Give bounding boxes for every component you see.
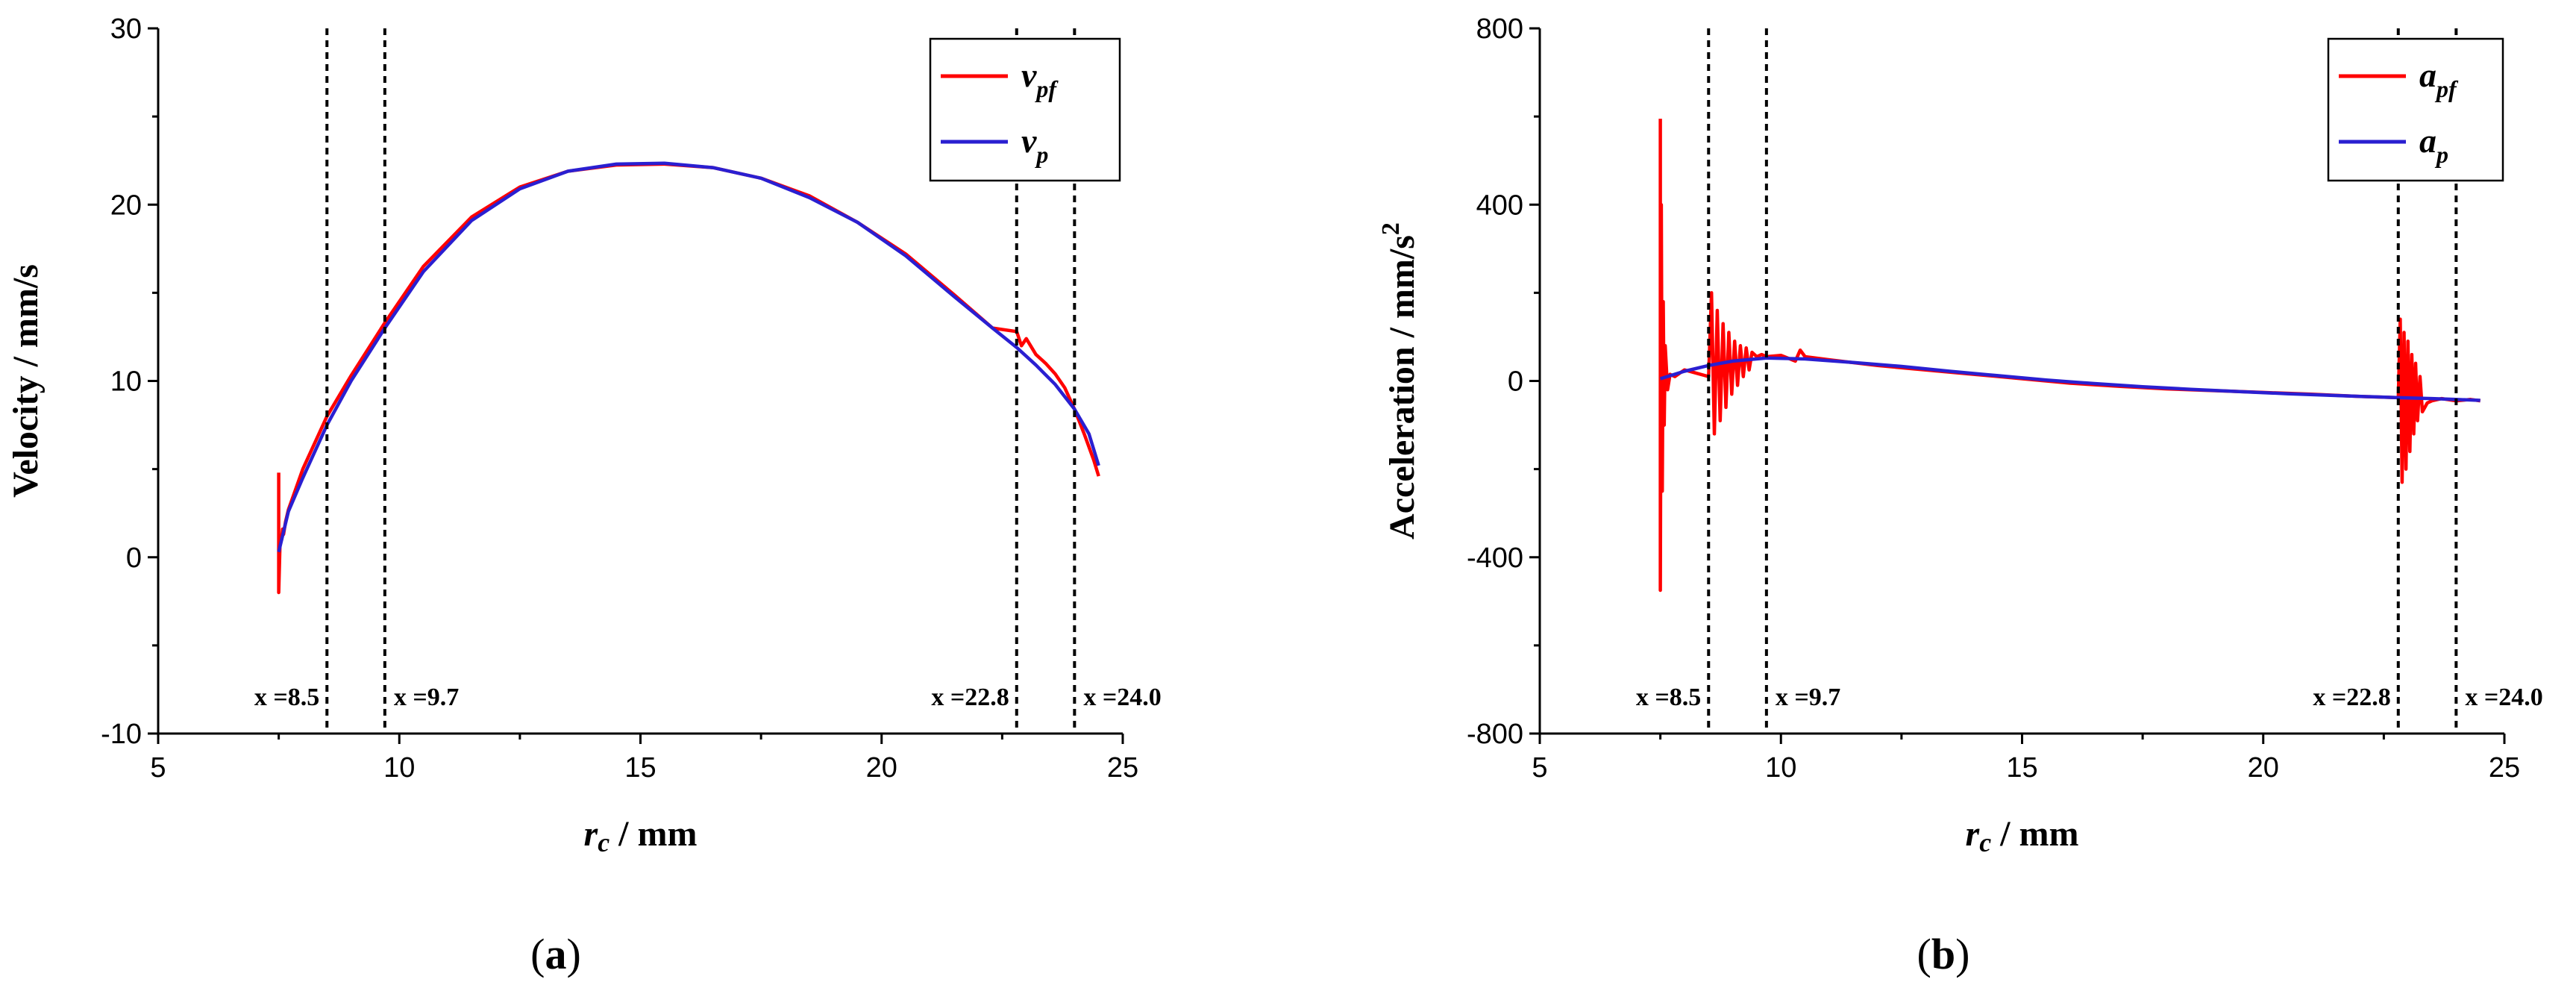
y-tick-label: -400	[1467, 543, 1523, 574]
vline-label-1: x =9.7	[1776, 684, 1840, 711]
legend-label-a_p: ap	[2419, 122, 2448, 168]
x-axis-title: rc / mm	[584, 814, 698, 857]
legend-label-v_p: vp	[1021, 122, 1048, 168]
vline-label-2: x =22.8	[2313, 684, 2390, 711]
legend-box	[2327, 37, 2504, 182]
vline-label-1: x =9.7	[394, 684, 459, 711]
legend-label-v_pf: vpf	[1021, 56, 1059, 102]
panel-label: (a)	[530, 930, 581, 978]
acceleration-chart: x =8.5 x =9.7 x =22.8 x =24.0 5 10 15 20 25 -800 -…	[1377, 13, 2543, 978]
x-tick-label: 20	[866, 752, 897, 784]
series-line-v_pf	[277, 162, 1100, 595]
y-tick-label: 10	[110, 366, 142, 398]
y-tick-label: 0	[1508, 366, 1523, 398]
y-tick-label: 0	[126, 543, 142, 574]
plot-area	[277, 161, 1100, 595]
panel-label: (b)	[1917, 930, 1970, 978]
y-tick-label: -800	[1467, 719, 1523, 750]
x-tick-label: 5	[150, 752, 166, 784]
y-tick-label: 400	[1476, 190, 1523, 221]
x-tick-label: 5	[1532, 752, 1547, 784]
series-line-v_p	[277, 161, 1100, 553]
x-tick-label: 10	[1765, 752, 1796, 784]
series-line-a_p	[1659, 356, 2481, 402]
vline-label-0: x =8.5	[1636, 684, 1701, 711]
x-tick-label: 25	[2489, 752, 2520, 784]
x-tick-label: 15	[2006, 752, 2037, 784]
vline-label-2: x =22.8	[931, 684, 1009, 711]
vline-label-3: x =24.0	[2465, 684, 2542, 711]
y-axis-title: Acceleration / mm/s2	[1377, 222, 1422, 540]
legend-label-a_pf: apf	[2419, 56, 2459, 102]
vline-label-3: x =24.0	[1083, 684, 1161, 711]
legend: apf ap	[2327, 37, 2504, 182]
plot-area	[1658, 119, 2481, 593]
y-tick-label: 30	[110, 13, 142, 45]
vline-label-0: x =8.5	[254, 684, 319, 711]
x-axis-title: rc / mm	[1966, 814, 2079, 857]
x-tick-label: 10	[383, 752, 415, 784]
y-tick-label: 20	[110, 190, 142, 221]
series-line-a_pf	[1658, 119, 2481, 593]
y-tick-label: 800	[1476, 13, 1523, 45]
x-tick-label: 20	[2248, 752, 2279, 784]
legend-box	[929, 37, 1121, 182]
legend: vpf vp	[929, 37, 1121, 182]
velocity-chart: x =8.5 x =9.7 x =22.8 x =24.0 5 10 15 20 25 -10 0 1…	[6, 13, 1162, 978]
y-axis-title: Velocity / mm/s	[6, 264, 46, 498]
y-tick-label: -10	[101, 719, 142, 750]
x-tick-label: 15	[624, 752, 656, 784]
x-tick-label: 25	[1107, 752, 1138, 784]
